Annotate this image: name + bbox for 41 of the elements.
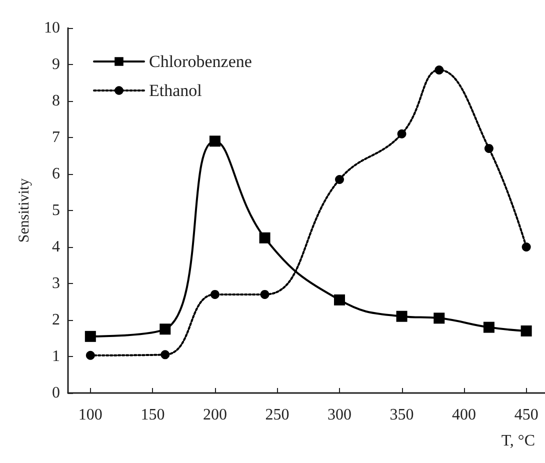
point <box>335 174 344 184</box>
point <box>434 312 445 324</box>
point <box>334 294 346 306</box>
x-tick-label: 450 <box>514 406 538 424</box>
point <box>522 242 531 252</box>
y-tick-label: 9 <box>52 56 60 73</box>
x-axis-title: T, °C <box>501 432 535 450</box>
y-tick-label: 0 <box>52 384 60 402</box>
x-tick-label: 250 <box>265 406 290 424</box>
point <box>396 310 408 322</box>
x-tick-label: 400 <box>452 406 476 424</box>
point <box>86 350 95 360</box>
point <box>160 350 170 360</box>
y-tick-label: 7 <box>52 129 60 146</box>
point <box>397 129 406 138</box>
y-tick-label: 1 <box>52 348 60 365</box>
y-tick-label: 4 <box>52 238 60 256</box>
legend-label: Ethanol <box>149 81 202 100</box>
point <box>210 290 220 299</box>
x-tick-label: 350 <box>390 406 414 424</box>
legend-label: Chlorobenzene <box>149 52 252 71</box>
point <box>160 324 171 335</box>
x-tick-label: 100 <box>78 406 102 424</box>
point <box>520 325 532 336</box>
point <box>434 65 444 74</box>
y-tick-label: 10 <box>44 20 60 36</box>
y-tick-label: 8 <box>52 92 60 110</box>
x-tick-label: 200 <box>202 406 227 424</box>
point <box>84 330 96 342</box>
y-tick-label: 2 <box>52 312 60 328</box>
y-tick-label: 3 <box>52 275 60 292</box>
x-tick-label: 300 <box>328 406 352 424</box>
y-axis-title: Sensitivity <box>16 178 32 243</box>
y-tick-label: 6 <box>52 166 60 182</box>
point <box>259 232 270 244</box>
point <box>484 144 494 153</box>
y-tick-label: 5 <box>52 202 60 219</box>
point <box>209 136 220 147</box>
x-tick-label: 150 <box>140 406 165 424</box>
point <box>260 290 270 299</box>
point <box>483 322 494 333</box>
